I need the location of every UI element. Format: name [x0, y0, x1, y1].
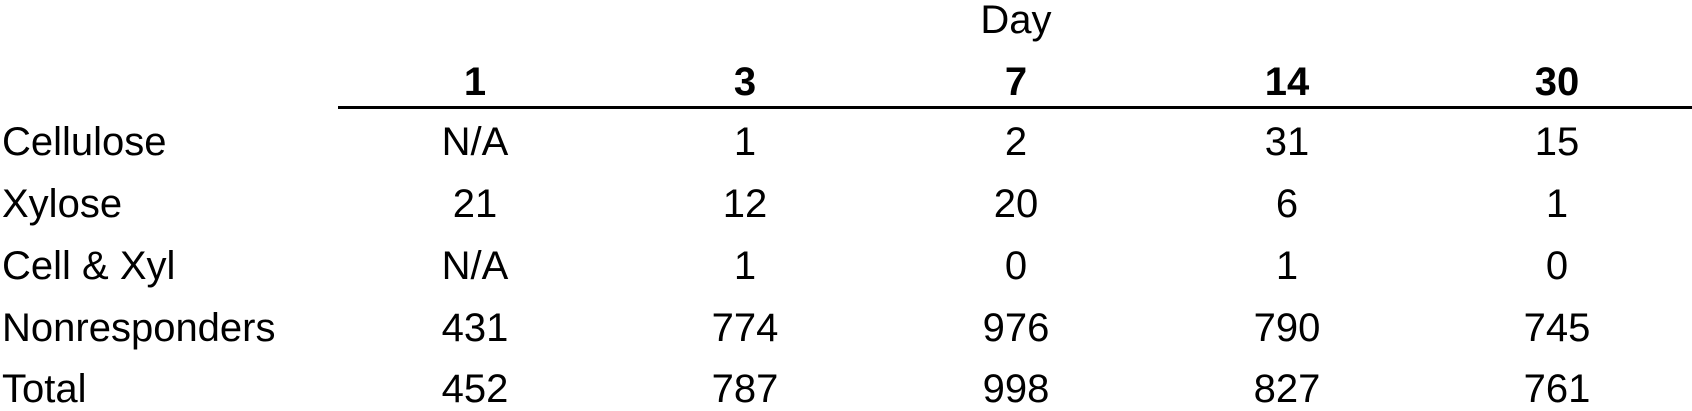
table-cell: 2 — [1004, 120, 1028, 164]
table-cell: 1 — [1275, 244, 1299, 288]
table-cell: 0 — [1004, 244, 1028, 288]
header-divider — [338, 106, 1692, 109]
table-cell: 6 — [1275, 182, 1299, 226]
column-header-day-30: 30 — [1534, 60, 1580, 104]
column-header-day-1: 1 — [463, 60, 487, 104]
table-cell: 0 — [1545, 244, 1569, 288]
row-label-cellulose: Cellulose — [2, 120, 167, 164]
table-title: Day — [980, 0, 1052, 42]
table-cell: 976 — [982, 306, 1050, 350]
table-cell: 787 — [711, 367, 779, 411]
row-label-nonresponders: Nonresponders — [2, 306, 276, 350]
table-cell: 1 — [1545, 182, 1569, 226]
table-cell: 1 — [733, 244, 757, 288]
table-cell: 12 — [722, 182, 768, 226]
table-cell: N/A — [441, 244, 509, 288]
table-cell: 15 — [1534, 120, 1580, 164]
column-header-day-14: 14 — [1264, 60, 1310, 104]
table-cell: 827 — [1253, 367, 1321, 411]
table-cell: 431 — [441, 306, 509, 350]
table-cell: 998 — [982, 367, 1050, 411]
row-label-xylose: Xylose — [2, 182, 123, 226]
table-cell: 452 — [441, 367, 509, 411]
table-cell: 31 — [1264, 120, 1310, 164]
table-cell: N/A — [441, 120, 509, 164]
table-cell: 745 — [1523, 306, 1591, 350]
column-header-day-7: 7 — [1004, 60, 1028, 104]
table-cell: 21 — [452, 182, 498, 226]
table-cell: 774 — [711, 306, 779, 350]
table-cell: 1 — [733, 120, 757, 164]
row-label-total: Total — [2, 367, 87, 411]
column-header-day-3: 3 — [733, 60, 757, 104]
row-label-cell-and-xyl: Cell & Xyl — [2, 244, 176, 288]
table-cell: 20 — [993, 182, 1039, 226]
table-cell: 761 — [1523, 367, 1591, 411]
table-cell: 790 — [1253, 306, 1321, 350]
